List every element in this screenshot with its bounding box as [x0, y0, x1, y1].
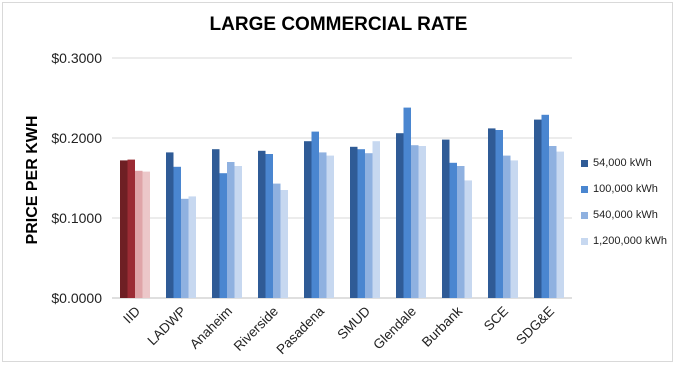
legend: 54,000 kWh 100,000 kWh 540,000 kWh 1,200…	[581, 154, 667, 258]
bar	[127, 159, 135, 298]
bar	[273, 183, 281, 298]
bar	[365, 153, 373, 298]
legend-swatch	[581, 211, 588, 219]
legend-item: 1,200,000 kWh	[581, 232, 667, 250]
legend-label: 540,000 kWh	[593, 209, 658, 221]
bar	[280, 190, 288, 298]
bar	[350, 146, 358, 298]
bar	[541, 114, 549, 298]
bar	[265, 154, 273, 298]
bar	[403, 107, 411, 298]
legend-item: 100,000 kWh	[581, 180, 667, 198]
legend-swatch	[581, 237, 588, 245]
y-tick-label: $0.2000	[51, 130, 102, 146]
legend-label: 54,000 kWh	[593, 157, 652, 169]
bar	[135, 170, 143, 298]
bar	[258, 150, 266, 298]
bar	[181, 198, 189, 298]
legend-label: 1,200,000 kWh	[593, 235, 667, 247]
legend-item: 54,000 kWh	[581, 154, 667, 172]
bar	[418, 146, 426, 298]
bar	[556, 151, 564, 298]
x-tick-label: SDG&E	[513, 304, 557, 348]
bar	[142, 171, 150, 298]
legend-swatch	[581, 159, 588, 167]
bar	[464, 180, 472, 298]
bar	[357, 149, 365, 298]
x-tick-label: Burbank	[419, 303, 465, 349]
legend-swatch	[581, 185, 588, 193]
bar	[173, 166, 181, 298]
y-tick-label: $0.0000	[51, 290, 102, 306]
bar	[549, 146, 557, 298]
legend-item: 540,000 kWh	[581, 206, 667, 224]
bar	[304, 141, 312, 298]
bar	[234, 166, 242, 298]
bar	[212, 149, 220, 298]
bar	[227, 162, 235, 298]
y-tick-label: $0.3000	[51, 50, 102, 66]
bar	[188, 196, 196, 298]
bar	[166, 152, 174, 298]
chart-title: LARGE COMMERCIAL RATE	[209, 14, 468, 35]
legend-label: 100,000 kWh	[593, 183, 658, 195]
bar	[457, 166, 465, 298]
x-tick-label: SCE	[481, 304, 511, 334]
x-tick-label: Anaheim	[187, 304, 235, 352]
x-tick-label: IID	[120, 303, 143, 326]
bar	[411, 145, 419, 298]
bar	[319, 152, 327, 298]
bar	[510, 160, 518, 298]
y-tick-label: $0.1000	[51, 210, 102, 226]
x-tick-label: LADWP	[145, 304, 190, 349]
x-tick-label: SMUD	[334, 303, 373, 342]
bar	[396, 133, 404, 298]
bar	[442, 139, 450, 298]
bar	[488, 128, 496, 298]
bar	[219, 173, 227, 298]
bar	[495, 130, 503, 298]
bar	[503, 155, 511, 298]
x-tick-label: Pasadena	[274, 303, 328, 357]
bar	[326, 155, 334, 298]
bar	[534, 119, 542, 298]
bar	[449, 162, 457, 298]
bar	[311, 131, 319, 298]
bar	[120, 160, 128, 298]
bar	[372, 141, 380, 298]
x-tick-label: Glendale	[370, 304, 419, 353]
